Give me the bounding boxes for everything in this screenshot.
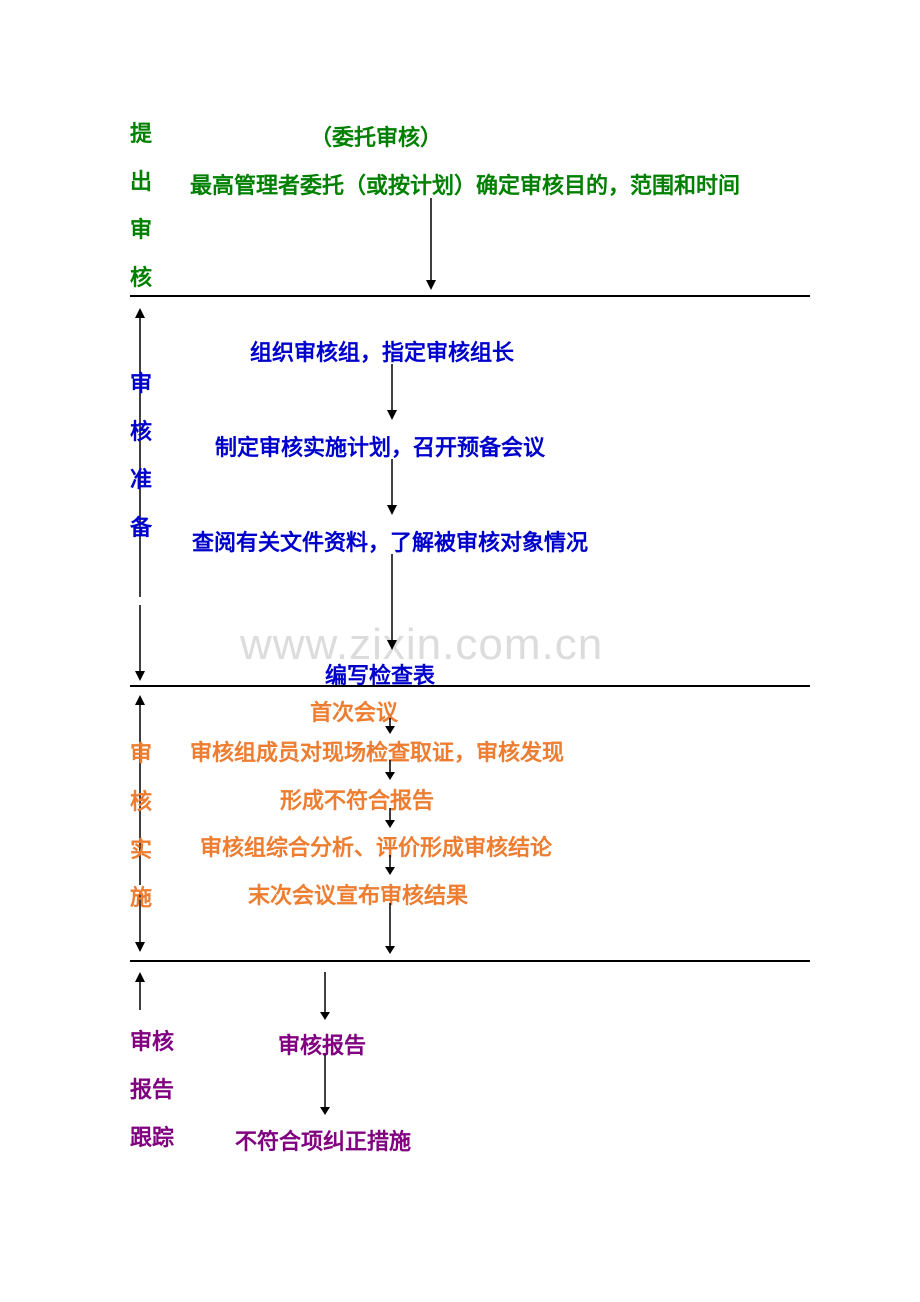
phase-char: 审核 xyxy=(130,1018,174,1066)
phase-char: 报告 xyxy=(130,1066,174,1114)
step-exec-2: 审核组成员对现场检查取证，审核发现 xyxy=(190,735,564,767)
phase-char: 实 xyxy=(130,826,152,874)
phase-label-propose: 提 出 审 核 xyxy=(130,110,152,302)
phase-char: 备 xyxy=(130,504,152,552)
phase-label-report: 审核 报告 跟踪 xyxy=(130,1018,174,1162)
arrow-down-icon xyxy=(384,760,396,780)
divider xyxy=(130,295,810,297)
step-exec-3: 形成不符合报告 xyxy=(280,783,434,815)
arrow-down-icon xyxy=(386,459,398,515)
arrow-up-icon xyxy=(134,972,146,1010)
step-prepare-1: 组织审核组，指定审核组长 xyxy=(250,335,514,367)
phase-char: 审 xyxy=(130,730,152,778)
arrow-down-icon xyxy=(386,364,398,420)
arrow-down-icon xyxy=(134,605,146,681)
phase-char: 审 xyxy=(130,206,152,254)
phase-char: 跟踪 xyxy=(130,1114,174,1162)
divider xyxy=(130,685,810,687)
arrow-down-icon xyxy=(386,554,398,650)
phase-char: 出 xyxy=(130,158,152,206)
phase-label-execute: 审 核 实 施 xyxy=(130,730,152,922)
phase-char: 准 xyxy=(130,456,152,504)
arrow-down-icon xyxy=(319,972,331,1020)
arrow-down-icon xyxy=(384,903,396,954)
arrow-down-icon xyxy=(384,808,396,828)
phase-char: 核 xyxy=(130,408,152,456)
divider xyxy=(130,960,810,962)
phase-char: 施 xyxy=(130,874,152,922)
step-prepare-2: 制定审核实施计划，召开预备会议 xyxy=(215,430,545,462)
step-exec-4: 审核组综合分析、评价形成审核结论 xyxy=(200,830,552,862)
step-exec-5: 末次会议宣布审核结果 xyxy=(248,878,468,910)
step-report-2: 不符合项纠正措施 xyxy=(235,1124,411,1156)
phase-char: 提 xyxy=(130,110,152,158)
arrow-down-icon xyxy=(384,855,396,875)
step-prepare-3: 查阅有关文件资料，了解被审核对象情况 xyxy=(192,525,588,557)
arrow-down-icon xyxy=(425,198,437,290)
arrow-down-icon xyxy=(319,1055,331,1115)
phase-char: 审 xyxy=(130,360,152,408)
step-propose-desc: 最高管理者委托（或按计划）确定审核目的，范围和时间 xyxy=(190,168,740,200)
step-propose-title: （委托审核） xyxy=(310,120,442,152)
phase-label-prepare: 审 核 准 备 xyxy=(130,360,152,552)
phase-char: 核 xyxy=(130,778,152,826)
arrow-down-icon xyxy=(384,718,396,734)
